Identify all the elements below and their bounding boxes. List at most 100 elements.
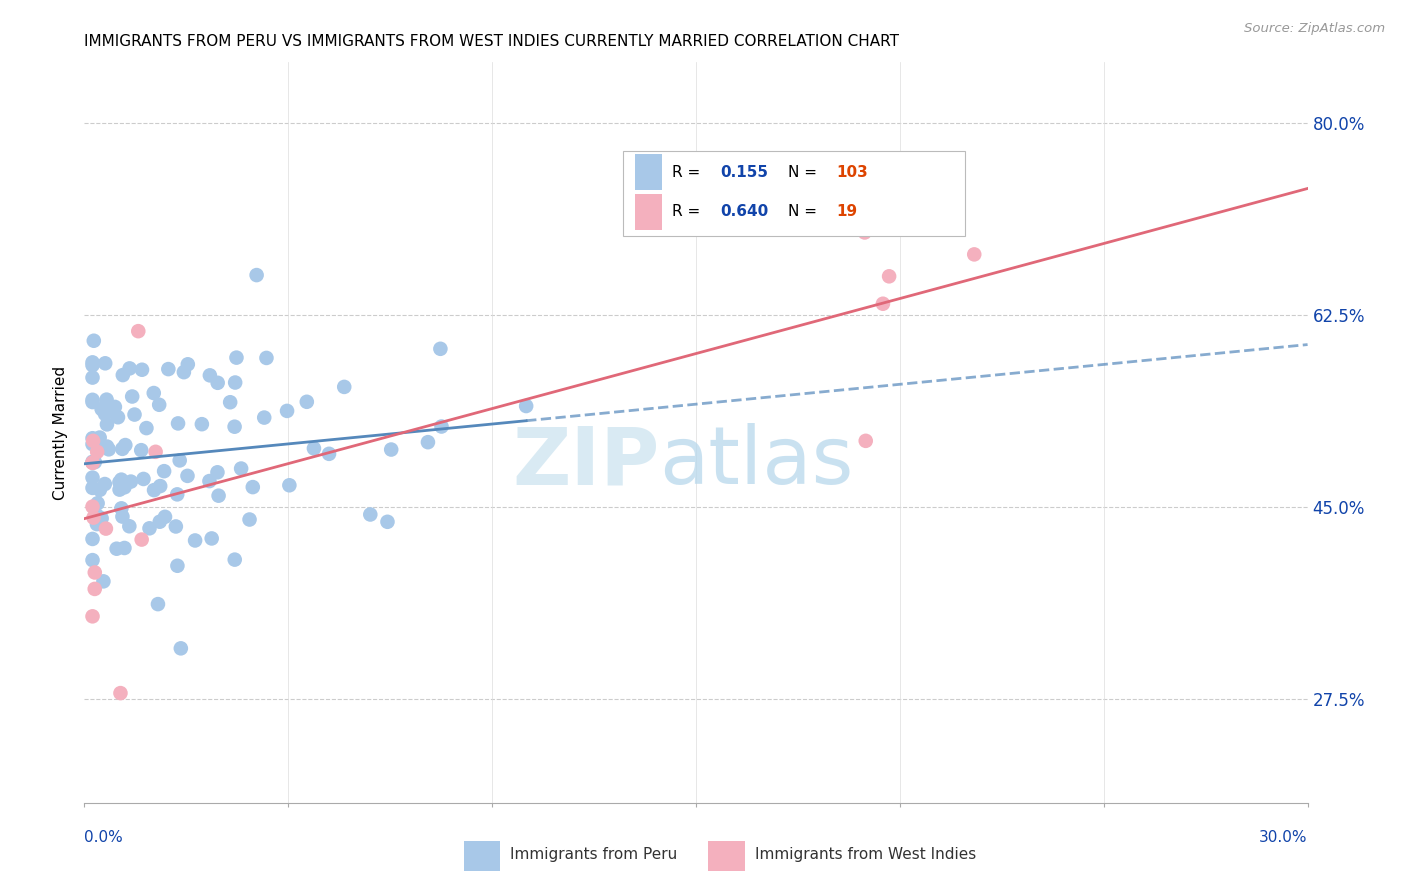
Point (176, 468, 198, 483)
Point (359, 508, 381, 522)
Point (82, 500, 104, 514)
Point (86, 517, 108, 532)
Point (224, 376, 246, 390)
Point (114, 438, 136, 452)
Point (377, 515, 399, 529)
Point (224, 419, 246, 434)
Point (207, 376, 229, 390)
Text: 103: 103 (837, 164, 869, 179)
Point (94, 407, 117, 421)
Point (121, 390, 143, 404)
Text: R =: R = (672, 204, 704, 219)
Point (94, 356, 117, 370)
Point (207, 465, 229, 479)
Point (104, 400, 127, 414)
Point (82, 481, 104, 495)
Point (416, 435, 439, 450)
Point (198, 368, 221, 383)
Point (131, 363, 153, 377)
Point (430, 419, 453, 434)
Point (219, 395, 242, 409)
Point (333, 380, 356, 394)
Point (94, 522, 117, 536)
Point (166, 558, 188, 573)
Point (149, 515, 172, 529)
Point (83, 566, 105, 580)
Point (135, 421, 157, 435)
Point (153, 509, 176, 524)
Point (111, 368, 134, 382)
Point (114, 541, 136, 555)
Text: R =: R = (672, 164, 704, 179)
Text: N =: N = (787, 164, 821, 179)
Point (86, 445, 108, 459)
Point (110, 501, 132, 516)
Point (82, 431, 104, 445)
Point (165, 519, 187, 533)
Point (82, 437, 104, 451)
Point (224, 552, 246, 566)
FancyBboxPatch shape (623, 152, 965, 236)
Point (82, 355, 104, 369)
Point (83, 455, 105, 469)
Point (124, 408, 146, 422)
Bar (636, 194, 662, 230)
Point (170, 641, 193, 656)
Point (96, 417, 118, 432)
Point (963, 247, 986, 261)
Text: ZIP: ZIP (512, 423, 659, 501)
Point (111, 442, 134, 456)
Point (129, 443, 152, 458)
Point (108, 483, 131, 497)
Point (110, 686, 132, 700)
Text: Immigrants from West Indies: Immigrants from West Indies (755, 847, 976, 863)
Point (207, 489, 229, 503)
Point (198, 474, 221, 488)
Point (127, 324, 149, 338)
Point (83, 334, 105, 348)
Point (82, 358, 104, 372)
Point (82, 456, 104, 470)
Point (231, 461, 253, 475)
Point (872, 297, 894, 311)
Text: Source: ZipAtlas.com: Source: ZipAtlas.com (1244, 22, 1385, 36)
Point (82, 456, 104, 470)
Point (111, 509, 134, 524)
Point (82, 395, 104, 409)
Point (149, 479, 172, 493)
Point (97, 442, 120, 457)
Point (276, 404, 298, 418)
Bar (709, 841, 745, 871)
Point (120, 475, 142, 489)
Point (191, 417, 214, 432)
Text: N =: N = (787, 204, 821, 219)
Text: 19: 19 (837, 204, 858, 219)
Point (107, 410, 129, 425)
Point (90, 511, 112, 525)
Point (96, 392, 118, 407)
Point (302, 442, 325, 456)
Point (855, 434, 877, 448)
Point (82, 455, 104, 469)
Point (82, 553, 104, 567)
Point (253, 410, 276, 425)
Point (118, 361, 141, 376)
Point (295, 394, 318, 409)
Point (148, 398, 170, 412)
Point (177, 357, 200, 371)
Point (145, 445, 167, 459)
Point (142, 386, 165, 401)
Text: IMMIGRANTS FROM PERU VS IMMIGRANTS FROM WEST INDIES CURRENTLY MARRIED CORRELATIO: IMMIGRANTS FROM PERU VS IMMIGRANTS FROM … (84, 34, 900, 49)
Point (93, 574, 115, 589)
Point (89, 483, 111, 497)
Point (86, 496, 108, 510)
Point (110, 473, 132, 487)
Point (82, 470, 104, 484)
Point (89, 431, 111, 445)
Point (90, 402, 112, 417)
Point (143, 483, 166, 497)
Point (167, 417, 190, 431)
Point (94, 477, 117, 491)
Point (132, 472, 155, 486)
Bar (636, 154, 662, 190)
